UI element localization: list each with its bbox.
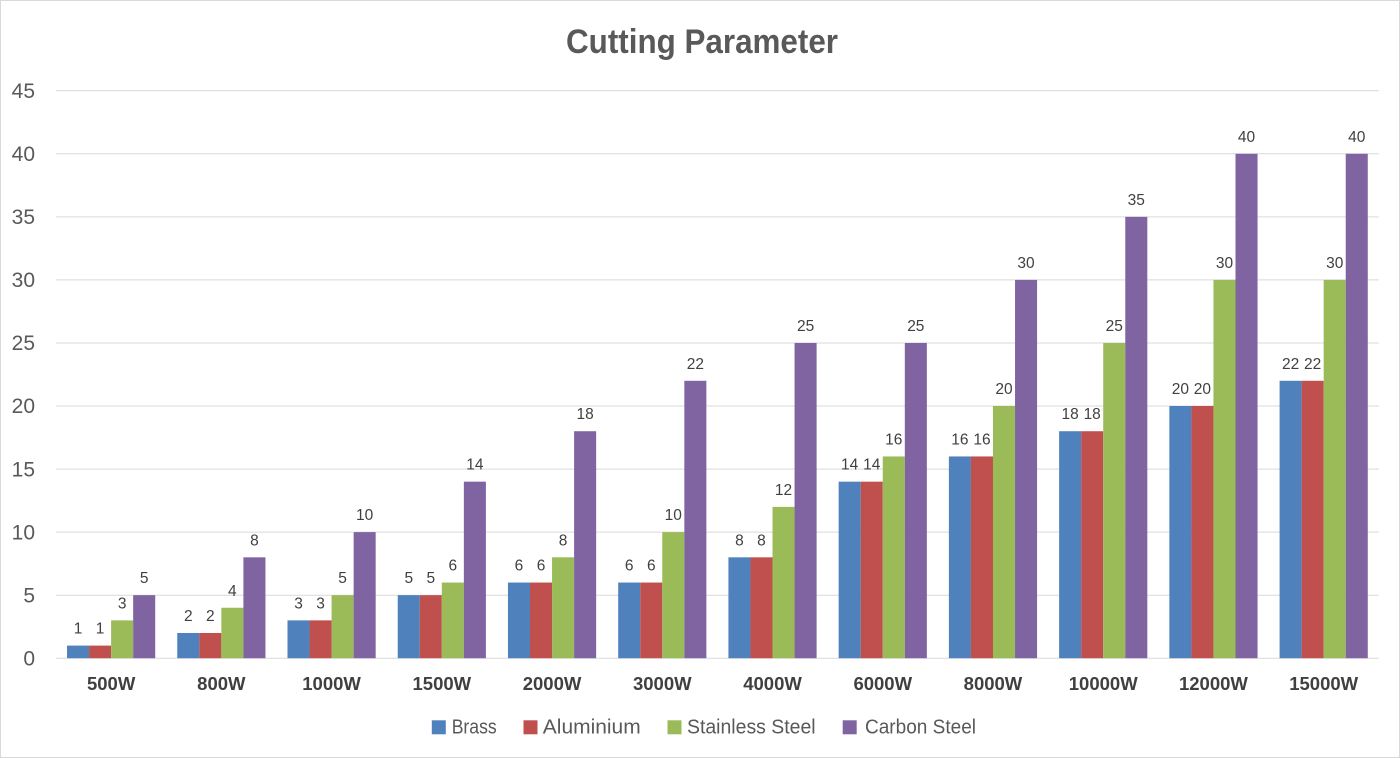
svg-text:30: 30	[1216, 255, 1234, 272]
svg-text:12: 12	[775, 482, 792, 499]
svg-text:40: 40	[12, 143, 35, 166]
svg-text:2000W: 2000W	[523, 673, 582, 694]
svg-text:30: 30	[1017, 255, 1035, 272]
svg-text:800W: 800W	[197, 673, 246, 694]
svg-text:5: 5	[404, 570, 413, 587]
svg-text:25: 25	[12, 332, 35, 355]
svg-text:12000W: 12000W	[1179, 673, 1248, 694]
svg-text:10: 10	[356, 507, 374, 524]
svg-text:6: 6	[515, 558, 524, 575]
svg-text:18: 18	[1062, 406, 1079, 423]
svg-text:8000W: 8000W	[964, 673, 1023, 694]
svg-text:22: 22	[687, 356, 704, 373]
svg-text:500W: 500W	[87, 673, 136, 694]
svg-text:6: 6	[647, 558, 656, 575]
svg-text:25: 25	[1106, 318, 1123, 335]
svg-text:25: 25	[907, 318, 924, 335]
svg-text:15: 15	[12, 458, 35, 481]
svg-text:Brass: Brass	[452, 717, 497, 739]
svg-text:10: 10	[12, 521, 35, 544]
svg-text:3000W: 3000W	[633, 673, 692, 694]
svg-text:6: 6	[537, 558, 546, 575]
svg-text:20: 20	[995, 381, 1013, 398]
svg-text:14: 14	[466, 457, 484, 474]
svg-text:35: 35	[12, 206, 35, 229]
svg-text:1: 1	[96, 621, 105, 638]
svg-text:1500W: 1500W	[413, 673, 472, 694]
svg-text:8: 8	[757, 532, 766, 549]
svg-text:1000W: 1000W	[302, 673, 361, 694]
svg-text:25: 25	[797, 318, 814, 335]
svg-text:10: 10	[665, 507, 683, 524]
svg-text:Stainless Steel: Stainless Steel	[687, 717, 816, 739]
svg-text:40: 40	[1238, 129, 1256, 146]
svg-text:6: 6	[625, 558, 634, 575]
svg-text:10000W: 10000W	[1069, 673, 1138, 694]
svg-text:5: 5	[23, 584, 35, 607]
svg-text:15000W: 15000W	[1289, 673, 1358, 694]
svg-text:4: 4	[228, 583, 237, 600]
svg-text:2: 2	[184, 608, 193, 625]
svg-text:20: 20	[1172, 381, 1190, 398]
svg-text:1: 1	[74, 621, 83, 638]
svg-text:30: 30	[1326, 255, 1344, 272]
svg-text:5: 5	[426, 570, 435, 587]
svg-text:8: 8	[735, 532, 744, 549]
svg-text:30: 30	[12, 269, 35, 292]
svg-text:Cutting Parameter: Cutting Parameter	[566, 23, 838, 61]
svg-text:8: 8	[250, 532, 259, 549]
svg-text:22: 22	[1282, 356, 1299, 373]
svg-text:Aluminium: Aluminium	[543, 717, 641, 739]
svg-text:2: 2	[206, 608, 215, 625]
svg-text:8: 8	[559, 532, 568, 549]
svg-text:45: 45	[12, 80, 35, 103]
svg-text:5: 5	[140, 570, 149, 587]
svg-text:6: 6	[449, 558, 458, 575]
svg-text:3: 3	[118, 595, 127, 612]
svg-text:18: 18	[576, 406, 593, 423]
svg-text:14: 14	[863, 457, 881, 474]
svg-text:18: 18	[1084, 406, 1101, 423]
svg-text:40: 40	[1348, 129, 1366, 146]
svg-text:3: 3	[294, 595, 303, 612]
svg-text:Carbon Steel: Carbon Steel	[865, 717, 976, 739]
svg-text:16: 16	[973, 431, 990, 448]
svg-text:16: 16	[885, 431, 902, 448]
svg-text:5: 5	[338, 570, 347, 587]
svg-text:20: 20	[12, 395, 35, 418]
svg-text:16: 16	[951, 431, 968, 448]
svg-text:4000W: 4000W	[743, 673, 802, 694]
svg-text:35: 35	[1128, 192, 1145, 209]
svg-text:20: 20	[1194, 381, 1212, 398]
svg-text:0: 0	[23, 647, 35, 670]
svg-text:3: 3	[316, 595, 325, 612]
svg-text:6000W: 6000W	[853, 673, 912, 694]
svg-text:14: 14	[841, 457, 859, 474]
svg-text:22: 22	[1304, 356, 1321, 373]
